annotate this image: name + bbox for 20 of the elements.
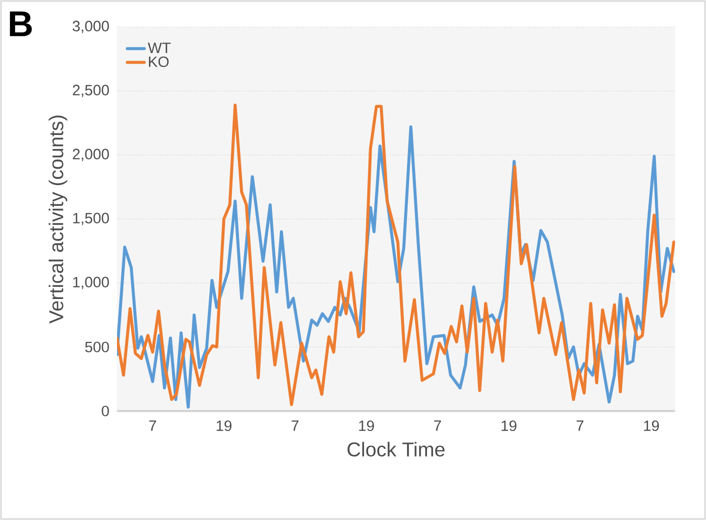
x-axis-title: Clock Time [348,442,445,457]
y-tick-label: 2,500 [72,84,109,98]
y-tick-label: 1,500 [73,212,109,226]
x-tick-label: 19 [359,420,374,432]
x-tick-label: 7 [576,420,584,431]
y-tick-label: 3,000 [72,20,109,34]
x-tick-label: 19 [216,420,232,432]
y-tick-label: 500 [85,342,109,352]
y-tick-label: 2,000 [72,148,109,162]
x-tick-label: 7 [292,420,298,431]
legend-label: WT [148,42,171,53]
x-tick-label: 7 [434,420,441,431]
x-tick-label: 19 [502,420,516,432]
legend-label: KO [148,56,169,68]
text: B [10,12,32,36]
x-tick-label: 19 [644,420,659,432]
y-axis-title: Vertical activity (counts) [48,116,68,324]
y-tick-label: 1,000 [73,276,109,290]
y-tick-label: 0 [102,406,109,416]
x-tick-label: 7 [149,420,156,431]
